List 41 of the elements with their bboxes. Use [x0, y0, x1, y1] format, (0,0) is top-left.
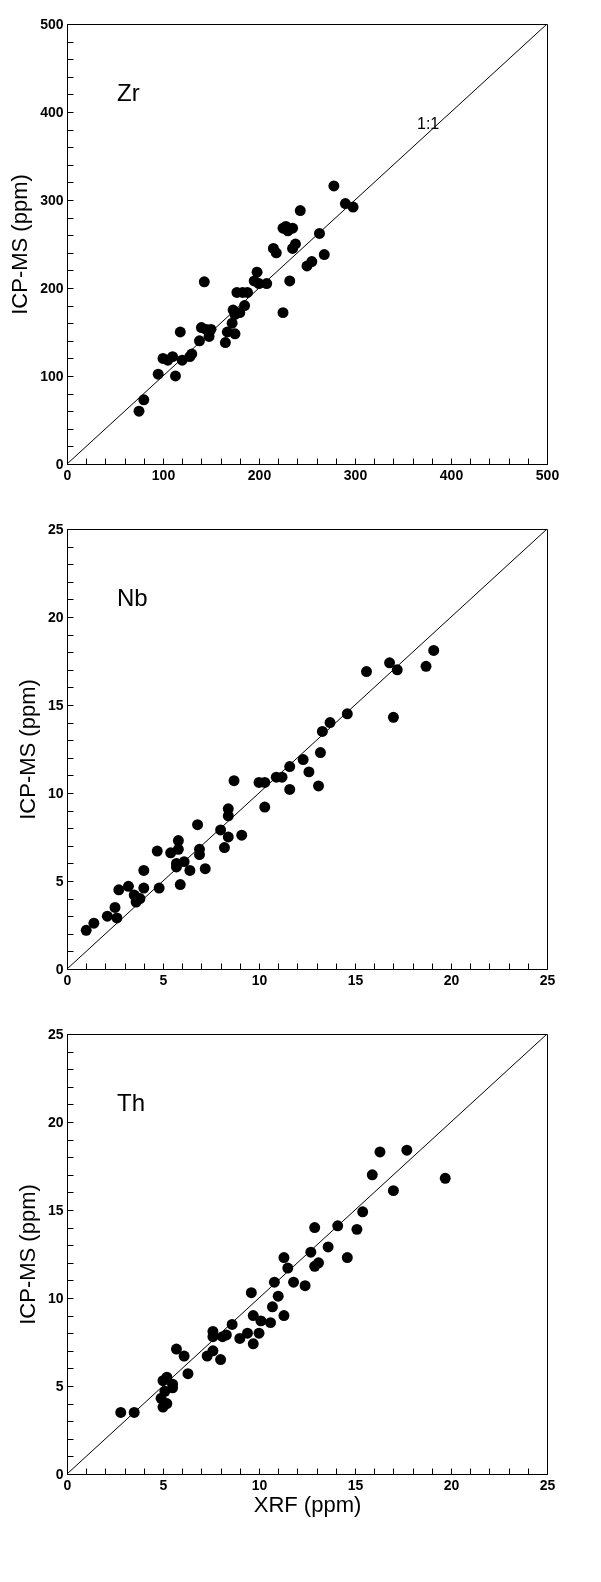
x-tick-label: 10 — [251, 971, 268, 988]
y-tick-label: 300 — [40, 191, 64, 208]
x-tick-label: 25 — [539, 971, 556, 988]
y-axis-title: ICP-MS (ppm) — [14, 679, 40, 820]
y-tick-label: 5 — [55, 872, 64, 889]
x-axis-title: XRF (ppm) — [253, 1491, 362, 1517]
x-tick-label: 5 — [159, 971, 168, 988]
x-tick-label: 300 — [343, 466, 368, 483]
annotation: Zr — [117, 79, 140, 106]
y-tick-label: 20 — [47, 1113, 64, 1130]
x-tick-label: 5 — [159, 1476, 168, 1493]
y-tick-label: 0 — [55, 1465, 64, 1482]
y-tick-label: 20 — [47, 608, 64, 625]
y-tick-label: 5 — [55, 1377, 64, 1394]
x-tick-label: 10 — [251, 1476, 268, 1493]
x-tick-label: 15 — [347, 1476, 364, 1493]
y-tick-label: 15 — [47, 1201, 64, 1218]
x-tick-label: 200 — [247, 466, 272, 483]
y-tick-label: 10 — [47, 1289, 64, 1306]
y-tick-label: 200 — [40, 279, 64, 296]
y-tick-label: 15 — [47, 696, 64, 713]
annotation: 1:1 — [417, 115, 440, 132]
y-tick-label: 0 — [55, 960, 64, 977]
y-axis-title: ICP-MS (ppm) — [7, 174, 33, 315]
annotation: Th — [117, 1089, 146, 1116]
y-tick-label: 25 — [47, 520, 64, 537]
y-tick-label: 25 — [47, 1025, 64, 1042]
x-tick-label: 25 — [539, 1476, 556, 1493]
y-tick-label: 400 — [40, 103, 64, 120]
y-tick-label: 0 — [55, 455, 64, 472]
x-tick-label: 500 — [535, 466, 560, 483]
x-tick-label: 100 — [151, 466, 176, 483]
x-tick-label: 20 — [443, 971, 460, 988]
y-tick-label: 500 — [40, 15, 64, 32]
annotation: Nb — [117, 584, 148, 611]
y-tick-label: 100 — [40, 367, 64, 384]
y-tick-label: 10 — [47, 784, 64, 801]
x-tick-label: 20 — [443, 1476, 460, 1493]
x-tick-label: 400 — [439, 466, 464, 483]
x-tick-label: 15 — [347, 971, 364, 988]
y-axis-title: ICP-MS (ppm) — [14, 1184, 40, 1325]
